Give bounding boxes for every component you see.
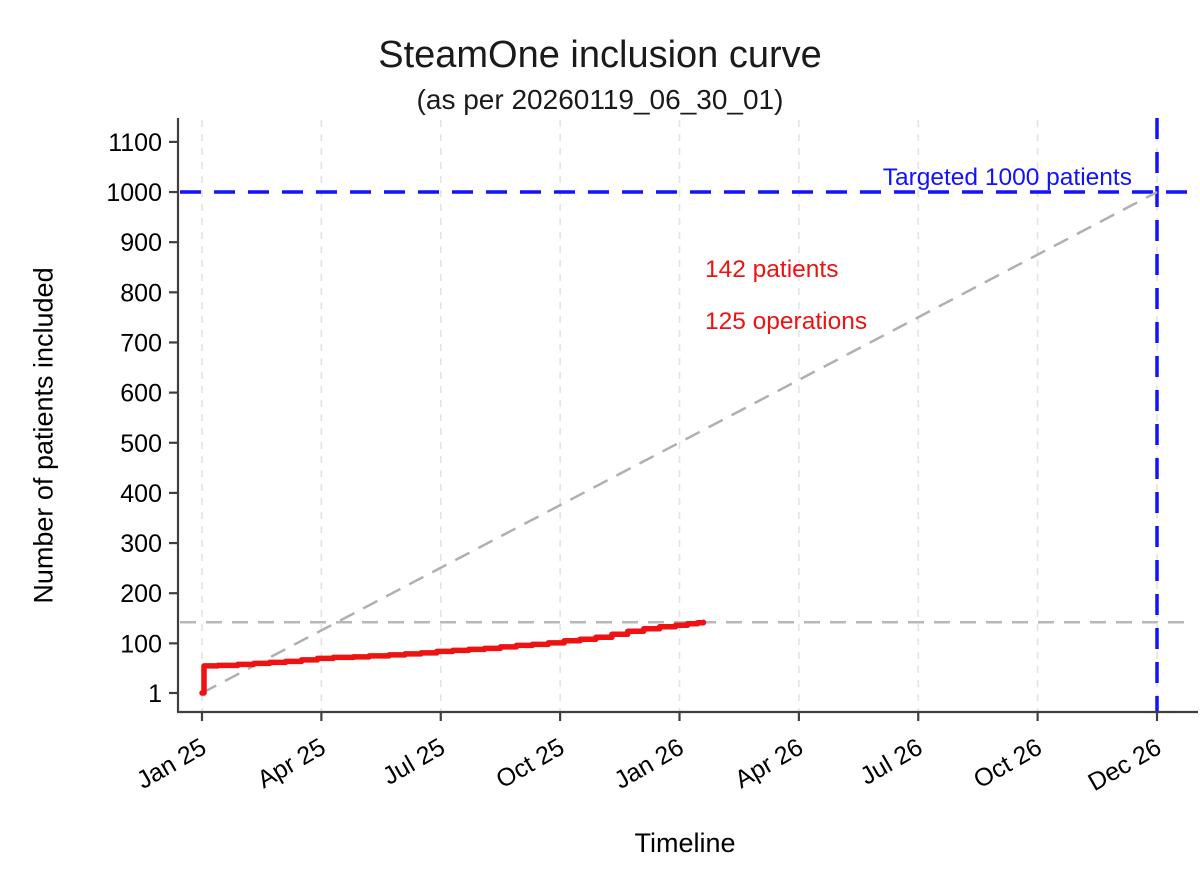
x-tick-label: Jul 25 bbox=[378, 733, 450, 791]
x-tick-label: Oct 25 bbox=[491, 733, 569, 794]
x-tick-label: Dec 26 bbox=[1083, 733, 1166, 797]
y-tick-label: 700 bbox=[120, 329, 162, 357]
x-axis-title: Timeline bbox=[634, 828, 736, 858]
y-tick-label: 900 bbox=[120, 229, 162, 257]
y-tick-label: 1100 bbox=[108, 129, 162, 157]
y-tick-label: 1000 bbox=[106, 179, 162, 207]
y-tick-label: 600 bbox=[120, 380, 162, 408]
y-tick-label: 800 bbox=[120, 279, 162, 307]
x-tick-label: Jan 26 bbox=[609, 733, 688, 795]
x-tick-label: Apr 25 bbox=[253, 733, 331, 794]
y-tick-label: 400 bbox=[120, 480, 162, 508]
x-tick-label: Oct 26 bbox=[969, 733, 1047, 794]
y-tick-label: 200 bbox=[120, 580, 162, 608]
chart-subtitle: (as per 20260119_06_30_01) bbox=[416, 84, 784, 115]
linear-target-projection-line bbox=[201, 190, 1158, 695]
y-tick-label: 300 bbox=[120, 530, 162, 558]
y-tick-label: 500 bbox=[120, 430, 162, 458]
x-tick-label: Jan 25 bbox=[132, 733, 211, 795]
x-tick-label: Jul 26 bbox=[855, 733, 927, 791]
operations-count-label: 125 operations bbox=[705, 308, 867, 335]
chart-title: SteamOne inclusion curve bbox=[378, 34, 822, 76]
patients-count-label: 142 patients bbox=[705, 256, 839, 283]
target-label: Targeted 1000 patients bbox=[883, 164, 1132, 191]
x-tick-label: Apr 26 bbox=[730, 733, 808, 794]
y-tick-label: 1 bbox=[148, 680, 162, 708]
cumulative-patients-included-curve bbox=[199, 619, 707, 696]
y-tick-label: 100 bbox=[120, 630, 162, 658]
